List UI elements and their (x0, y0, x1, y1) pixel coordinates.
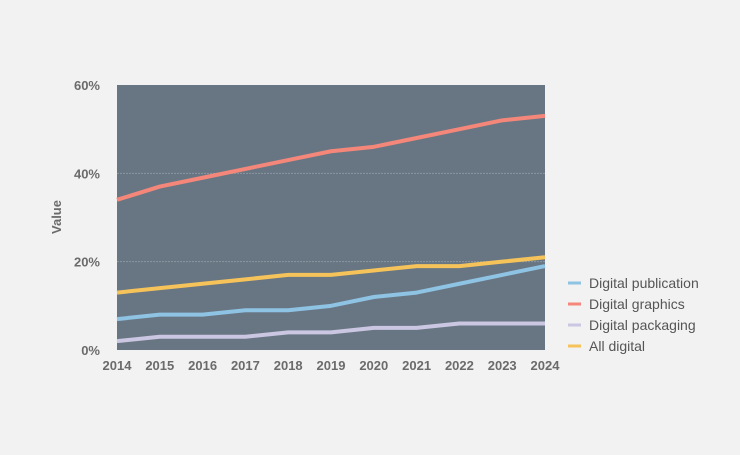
y-tick-label: 40% (74, 166, 100, 181)
x-tick-label: 2021 (402, 358, 431, 373)
legend-item: Digital packaging (568, 317, 696, 333)
y-axis-label: Value (49, 200, 64, 234)
legend-label: All digital (589, 338, 645, 354)
legend-label: Digital graphics (589, 296, 685, 312)
x-tick-label: 2017 (231, 358, 260, 373)
x-tick-label: 2024 (531, 358, 561, 373)
x-tick-label: 2022 (445, 358, 474, 373)
legend-label: Digital packaging (589, 317, 696, 333)
x-tick-label: 2019 (317, 358, 346, 373)
x-tick-label: 2014 (103, 358, 133, 373)
y-tick-label: 60% (74, 78, 100, 93)
series-line-digital-publication (116, 264, 546, 322)
y-tick-label: 0% (81, 343, 100, 358)
legend-item: All digital (568, 338, 645, 354)
legend-item: Digital publication (568, 275, 699, 291)
x-tick-label: 2020 (359, 358, 388, 373)
x-tick-label: 2023 (488, 358, 517, 373)
series-line-digital-packaging (116, 321, 545, 344)
legend-label: Digital publication (589, 275, 699, 291)
series-line-digital-graphics (116, 113, 546, 202)
x-tick-label: 2015 (145, 358, 174, 373)
x-tick-label: 2018 (274, 358, 303, 373)
x-tick-label: 2016 (188, 358, 217, 373)
series-line-all-digital (116, 255, 546, 295)
legend-item: Digital graphics (568, 296, 685, 312)
y-tick-label: 20% (74, 255, 100, 270)
